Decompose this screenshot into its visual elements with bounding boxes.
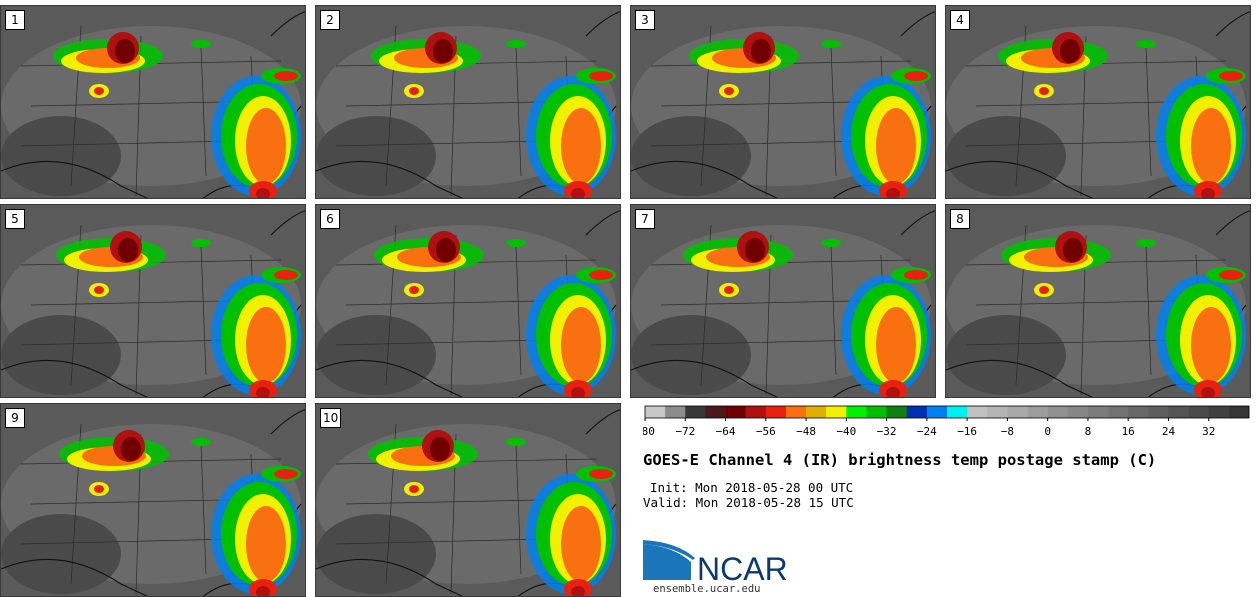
member-number: 10 (320, 408, 342, 428)
colorbar-tick-label: −64 (716, 425, 736, 438)
colorbar-swatch (1027, 406, 1048, 418)
site-url: ensemble.ucar.edu (653, 583, 761, 595)
colorbar-swatch (745, 406, 767, 418)
member-panel: 7 (630, 204, 936, 398)
colorbar-tick-label: −48 (796, 425, 816, 438)
ir-map (946, 11, 1250, 198)
colorbar-tick-label: −80 (643, 425, 655, 438)
member-number: 7 (635, 209, 655, 229)
ir-map (946, 210, 1250, 397)
colorbar-tick-label: 0 (1044, 425, 1051, 438)
colorbar-swatch (1228, 406, 1250, 418)
member-number: 4 (950, 10, 970, 30)
ir-map (316, 210, 620, 397)
ir-map (1, 409, 305, 596)
colorbar-swatch (866, 406, 887, 418)
member-panel: 1 (0, 5, 306, 199)
colorbar-swatch (645, 406, 666, 418)
figure-title: GOES-E Channel 4 (IR) brightness temp po… (643, 451, 1157, 469)
colorbar-swatch (987, 406, 1008, 418)
member-number: 1 (5, 10, 25, 30)
colorbar-swatch (685, 406, 706, 418)
colorbar-swatch (1007, 406, 1028, 418)
colorbar-tick-label: 8 (1085, 425, 1092, 438)
colorbar-swatch (1208, 406, 1230, 418)
colorbar-tick-label: −32 (877, 425, 897, 438)
colorbar-swatch (1108, 406, 1129, 418)
valid-time: Valid: Mon 2018-05-28 15 UTC (643, 495, 854, 510)
colorbar-swatch (1047, 406, 1069, 418)
member-number: 5 (5, 209, 25, 229)
colorbar-swatch (906, 406, 928, 418)
colorbar-swatch (806, 406, 827, 418)
colorbar-tick-label: −72 (675, 425, 695, 438)
member-number: 9 (5, 408, 25, 428)
ncar-logo-text: NCAR (697, 551, 788, 582)
colorbar-tick-label: 32 (1202, 425, 1215, 438)
colorbar-swatch (947, 406, 968, 418)
colorbar-swatch (826, 406, 847, 418)
colorbar-swatch (886, 406, 908, 418)
member-number: 3 (635, 10, 655, 30)
member-panel: 10 (315, 403, 621, 597)
ir-map (631, 11, 935, 198)
member-number: 2 (320, 10, 340, 30)
ir-map (316, 409, 620, 596)
member-panel: 5 (0, 204, 306, 398)
member-panel: 6 (315, 204, 621, 398)
colorbar-tick-label: −16 (957, 425, 977, 438)
colorbar-tick-label: −56 (756, 425, 776, 438)
member-number: 6 (320, 209, 340, 229)
colorbar-tick-label: −24 (917, 425, 937, 438)
colorbar-swatch (846, 406, 867, 418)
ir-map (1, 210, 305, 397)
member-panel: 2 (315, 5, 621, 199)
colorbar-tick-label: 16 (1122, 425, 1135, 438)
colorbar-tick-label: −8 (1001, 425, 1014, 438)
init-time: Init: Mon 2018-05-28 00 UTC (650, 480, 854, 495)
colorbar-swatch (926, 406, 948, 418)
colorbar-swatch (1168, 406, 1189, 418)
colorbar-swatch (1148, 406, 1169, 418)
colorbar-swatch (665, 406, 686, 418)
colorbar-tick-label: 24 (1162, 425, 1176, 438)
colorbar-swatch (765, 406, 787, 418)
ncar-logo: NCAR (643, 540, 788, 582)
ir-map (631, 210, 935, 397)
colorbar-swatch (725, 406, 746, 418)
ir-map (316, 11, 620, 198)
colorbar-tick-label: −40 (836, 425, 856, 438)
colorbar-swatch (1087, 406, 1109, 418)
member-number: 8 (950, 209, 970, 229)
member-panel: 9 (0, 403, 306, 597)
colorbar-swatch (785, 406, 807, 418)
colorbar-swatch (705, 406, 726, 418)
ir-map (1, 11, 305, 198)
colorbar-swatch (1128, 406, 1149, 418)
colorbar-swatch (1067, 406, 1089, 418)
member-panel: 4 (945, 5, 1251, 199)
member-panel: 3 (630, 5, 936, 199)
colorbar-swatch (967, 406, 988, 418)
colorbar-swatch (1188, 406, 1210, 418)
member-panel: 8 (945, 204, 1251, 398)
